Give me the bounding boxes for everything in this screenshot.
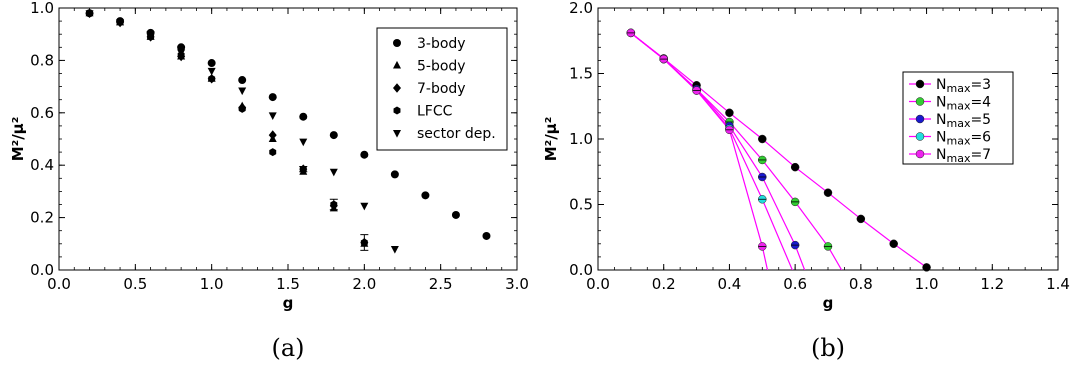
- x-tick-label: 1.2: [980, 275, 1004, 293]
- legend-label: 5-body: [417, 59, 466, 75]
- panel-a: 0.0 0.5 1.0 1.5 2.0 2.5 3.00.00.20.40.60.81.0 …: [9, 0, 529, 362]
- y-tick-label: 2.0: [569, 0, 593, 17]
- legend-marker: [915, 132, 925, 141]
- data-point-hexagon: [269, 148, 277, 157]
- data-point-hexagon: [238, 104, 246, 113]
- data-point-circle: [177, 43, 186, 52]
- y-tick-label: 0.5: [569, 196, 593, 214]
- legend-marker-hexagon: [393, 106, 401, 115]
- x-tick-label: 1.4: [1046, 275, 1070, 293]
- x-tick-label: 1.5: [276, 275, 300, 293]
- x-axis-label-a: g: [283, 294, 294, 312]
- lines-b: [630, 32, 929, 270]
- legend-marker: [915, 79, 925, 89]
- y-tick-label: 1.5: [569, 65, 593, 83]
- data-point-triangle-down: [207, 67, 216, 76]
- x-tick-label: 0.0: [586, 275, 610, 293]
- data-point-triangle-down: [238, 87, 247, 96]
- legend-label: Nmax=6: [936, 130, 991, 148]
- legend-marker-diamond: [393, 83, 401, 93]
- y-tick-label: 1.0: [30, 0, 54, 17]
- ticks-b: 0.0 0.2 0.4 0.6 0.8 1.0 1.2 1.4 0.0 0.5 1.0 1.5 2.0: [569, 0, 1070, 293]
- x-tick-label: 1.0: [915, 275, 939, 293]
- panel-b: 0.0 0.2 0.4 0.6 0.8 1.0 1.2 1.40.00.51.01.52.0 …: [542, 0, 1070, 362]
- x-tick-label: 2.0: [352, 275, 376, 293]
- x-tick-label: 0.4: [717, 275, 741, 293]
- x-tick-label: 0.5: [123, 275, 147, 293]
- data-point-triangle-down: [268, 112, 277, 121]
- data-point-triangle-down: [390, 246, 399, 254]
- legend-marker: [915, 97, 925, 106]
- legend-marker: [915, 149, 925, 159]
- data-point-hexagon: [360, 238, 368, 247]
- legend-marker-triangle-up: [393, 60, 401, 69]
- caption-b: (b): [811, 334, 845, 362]
- x-tick-label: 1.0: [200, 275, 224, 293]
- data-point-triangle-down: [146, 31, 155, 39]
- y-tick-label: 0.8: [30, 51, 54, 69]
- data-point-hexagon: [208, 74, 216, 83]
- data-point-triangle-down: [177, 49, 186, 58]
- data-point-circle: [390, 170, 399, 179]
- legend-label: 7-body: [417, 81, 466, 97]
- x-axis-label-b: g: [823, 294, 834, 312]
- legend-label: Nmax=5: [936, 112, 991, 130]
- legend-marker: [915, 114, 925, 124]
- x-tick-label: 0.8: [849, 275, 873, 293]
- caption-a: (a): [271, 334, 304, 362]
- ticks-a: 0.0 0.5 1.0 1.5 2.0 2.5 3.0 0.0 0.2 0.4 0.6 0.8 1.0: [30, 0, 529, 293]
- data-point-circle: [238, 76, 247, 85]
- data-point-triangle-down: [329, 168, 338, 177]
- legend-a: 3-body 5-body 7-body LFCC sector dep.: [376, 27, 508, 151]
- data-point-circle: [421, 191, 430, 200]
- data-point-circle: [360, 150, 369, 159]
- series-line: [630, 32, 794, 270]
- x-tick-label: 0.6: [783, 275, 807, 293]
- y-tick-label: 1.0: [569, 130, 593, 148]
- legend-marker-triangle-down: [393, 130, 401, 138]
- legend-label: Nmax=7: [936, 147, 991, 165]
- legend-label: 3-body: [417, 36, 466, 52]
- data-point-hexagon: [299, 165, 307, 174]
- legend-marker-circle: [393, 39, 401, 47]
- legend-label: Nmax=3: [936, 77, 991, 95]
- data-point-triangle-down: [85, 10, 94, 18]
- data-point-triangle-down: [360, 202, 369, 211]
- y-axis-label-b: M²/μ²: [542, 117, 560, 162]
- marks-b: [626, 28, 931, 272]
- data-point-triangle-down: [116, 19, 125, 28]
- y-tick-label: 0.0: [30, 261, 54, 279]
- x-tick-label: 0.0: [47, 275, 71, 293]
- series-line: [630, 32, 843, 270]
- y-axis-label-a: M²/μ²: [9, 117, 27, 162]
- data-point-circle: [329, 131, 338, 140]
- y-tick-label: 0.2: [30, 209, 54, 227]
- marks-a: [85, 8, 491, 254]
- data-point-diamond: [268, 130, 277, 140]
- x-tick-label: 3.0: [505, 275, 529, 293]
- series-line: [630, 32, 769, 270]
- y-tick-label: 0.0: [569, 261, 593, 279]
- x-tick-label: 2.5: [429, 275, 453, 293]
- data-point-circle: [482, 231, 491, 240]
- x-tick-label: 0.2: [652, 275, 676, 293]
- data-point-circle: [451, 210, 460, 219]
- data-point-circle: [207, 59, 216, 68]
- data-point-hexagon: [330, 200, 338, 209]
- data-point-circle: [299, 112, 308, 121]
- y-tick-label: 0.6: [30, 104, 54, 122]
- data-point-circle: [268, 93, 277, 102]
- y-tick-label: 0.4: [30, 156, 54, 174]
- data-point-triangle-down: [299, 138, 308, 147]
- legend-label: Nmax=4: [936, 95, 991, 113]
- legend-label: sector dep.: [417, 126, 496, 142]
- legend-label: LFCC: [417, 104, 453, 120]
